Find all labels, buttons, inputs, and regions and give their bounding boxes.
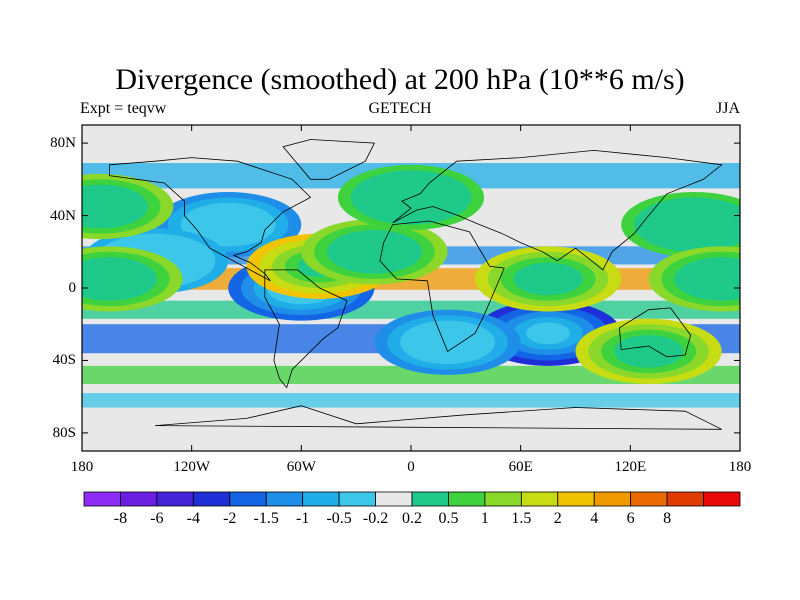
x-tick-label: 180 — [728, 459, 752, 475]
coastline — [618, 307, 692, 358]
x-tick-label: 120E — [614, 459, 647, 475]
divergence-feature — [180, 202, 276, 247]
source-label: GETECH — [368, 100, 432, 117]
divergence-feature — [674, 257, 740, 301]
x-tick-label: 180 — [70, 459, 94, 475]
y-tick-label: 0 — [68, 280, 77, 296]
colorbar-swatch — [448, 491, 486, 507]
divergence-feature — [326, 230, 422, 274]
coastline — [282, 139, 376, 180]
colorbar-swatch — [520, 491, 559, 507]
divergence-feature — [513, 262, 583, 296]
colorbar-label: 0.5 — [438, 510, 459, 527]
season-label: JJA — [715, 100, 740, 117]
colorbar-label: 4 — [590, 510, 599, 527]
colorbar-swatch — [666, 491, 704, 507]
colorbar-label: -1 — [295, 510, 310, 527]
colorbar-label: -8 — [113, 510, 128, 527]
map-band — [82, 393, 740, 408]
divergence-feature — [634, 197, 740, 252]
colorbar-swatch — [192, 491, 231, 507]
colorbar-swatch — [411, 491, 449, 507]
colorbar-label: 8 — [663, 510, 672, 527]
colorbar-label: -2 — [223, 510, 237, 527]
experiment-label: Expt = teqvw — [80, 100, 167, 117]
y-tick-label: 80N — [50, 135, 76, 152]
chart-title: Divergence (smoothed) at 200 hPa (10**6 … — [115, 63, 685, 96]
map-band — [82, 365, 740, 384]
coastline — [392, 149, 723, 271]
x-tick-label: 0 — [407, 459, 415, 475]
colorbar-swatch — [265, 491, 304, 507]
colorbar-label: -1.5 — [253, 510, 279, 527]
y-tick-label: 40S — [52, 352, 76, 369]
coastline — [264, 269, 348, 389]
colorbar-swatch — [593, 491, 632, 507]
divergence-feature — [526, 322, 571, 345]
colorbar-swatch — [338, 491, 376, 507]
map-fill-group — [82, 125, 740, 451]
coastline — [109, 157, 312, 282]
divergence-feature — [82, 257, 157, 301]
colorbar-label: 6 — [626, 510, 635, 527]
colorbar-label: 0.2 — [402, 510, 422, 527]
colorbar-swatch — [302, 491, 340, 507]
colorbar-label: -6 — [150, 510, 164, 527]
x-tick-label: 120W — [173, 459, 210, 475]
divergence-feature — [82, 184, 148, 229]
colorbar-swatch — [557, 491, 595, 507]
colorbar-swatch — [83, 491, 121, 507]
divergence-feature — [400, 320, 496, 365]
colorbar-label: 2 — [553, 510, 562, 527]
divergence-feature — [613, 335, 684, 368]
colorbar-swatch — [630, 491, 668, 507]
colorbar-swatch — [156, 491, 194, 507]
colorbar-swatch — [375, 491, 413, 507]
colorbar-swatch — [229, 491, 267, 507]
colorbar-label: -0.2 — [362, 510, 389, 527]
x-tick-label: 60W — [286, 459, 316, 475]
x-tick-label: 60E — [508, 459, 533, 475]
coastline — [379, 220, 505, 353]
colorbar-swatch — [120, 491, 158, 507]
coastline — [155, 405, 722, 430]
colorbar-label: 1.5 — [511, 510, 532, 527]
colorbar-swatch — [703, 491, 741, 507]
colorbar-label: 1 — [480, 510, 489, 527]
colorbar-swatch — [484, 491, 522, 507]
colorbar-label: -4 — [186, 510, 200, 527]
y-tick-label: 80S — [52, 424, 76, 441]
colorbar-label: -0.5 — [326, 510, 352, 527]
y-tick-label: 40N — [50, 207, 76, 224]
